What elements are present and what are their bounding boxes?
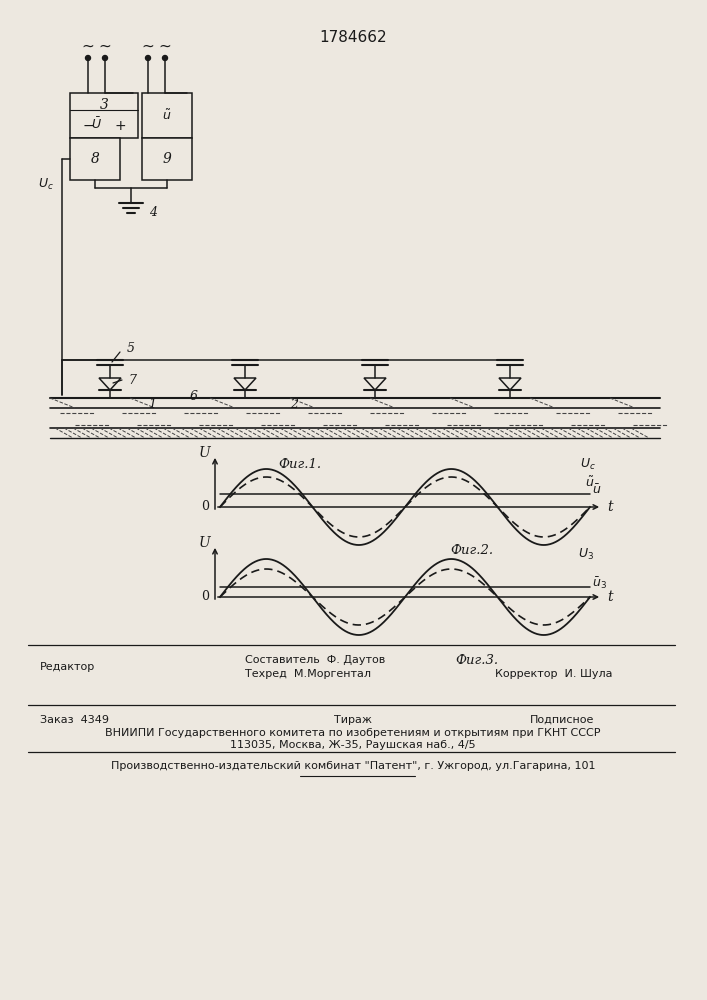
Text: 3: 3 <box>100 98 108 112</box>
Text: 8: 8 <box>90 152 100 166</box>
Text: 2: 2 <box>290 398 298 412</box>
Text: Корректор  И. Шула: Корректор И. Шула <box>495 669 612 679</box>
Text: $\bar{u}$: $\bar{u}$ <box>592 483 602 497</box>
Circle shape <box>103 55 107 60</box>
Bar <box>142 93 192 138</box>
Text: $\tilde{u}$: $\tilde{u}$ <box>585 476 595 490</box>
Circle shape <box>163 55 168 60</box>
Text: U: U <box>199 536 211 550</box>
Text: Заказ  4349: Заказ 4349 <box>40 715 109 725</box>
Text: −: − <box>82 119 94 133</box>
Text: $\bar{u}_3$: $\bar{u}_3$ <box>592 575 607 591</box>
Text: U: U <box>199 446 211 460</box>
Text: t: t <box>607 590 613 604</box>
Circle shape <box>86 55 90 60</box>
Text: 0: 0 <box>201 500 209 514</box>
Text: Фиг.2.: Фиг.2. <box>450 544 493 556</box>
Text: ~: ~ <box>98 38 112 53</box>
Text: Составитель  Ф. Даутов: Составитель Ф. Даутов <box>245 655 385 665</box>
Text: +: + <box>115 119 126 133</box>
Text: ~: ~ <box>81 38 94 53</box>
Bar <box>70 93 138 138</box>
Text: 0: 0 <box>201 590 209 603</box>
Text: Техред  М.Моргентал: Техред М.Моргентал <box>245 669 371 679</box>
Text: $U_3$: $U_3$ <box>578 546 594 562</box>
Text: ~: ~ <box>158 38 171 53</box>
Text: t: t <box>607 500 613 514</box>
Text: 4: 4 <box>149 207 157 220</box>
Text: Фиг.3.: Фиг.3. <box>455 654 498 666</box>
Text: Тираж: Тираж <box>334 715 372 725</box>
Text: Подписное: Подписное <box>530 715 595 725</box>
Text: 6: 6 <box>190 390 198 403</box>
Text: 9: 9 <box>163 152 171 166</box>
Text: ВНИИПИ Государственного комитета по изобретениям и открытиям при ГКНТ СССР: ВНИИПИ Государственного комитета по изоб… <box>105 728 601 738</box>
Bar <box>142 138 192 180</box>
Text: 7: 7 <box>128 373 136 386</box>
Text: $U_c$: $U_c$ <box>38 176 54 192</box>
Text: $\tilde{u}$: $\tilde{u}$ <box>163 108 172 123</box>
Text: $U_c$: $U_c$ <box>580 456 596 472</box>
Text: Редактор: Редактор <box>40 662 95 672</box>
Text: 113035, Москва, Ж-35, Раушская наб., 4/5: 113035, Москва, Ж-35, Раушская наб., 4/5 <box>230 740 476 750</box>
Text: 1: 1 <box>148 398 156 412</box>
Text: Фиг.1.: Фиг.1. <box>278 458 321 471</box>
Text: $\bar{U}$: $\bar{U}$ <box>90 116 101 132</box>
Text: Производственно-издательский комбинат "Патент", г. Ужгород, ул.Гагарина, 101: Производственно-издательский комбинат "П… <box>111 761 595 771</box>
Text: ~: ~ <box>141 38 154 53</box>
Text: 5: 5 <box>127 342 135 356</box>
Bar <box>70 138 120 180</box>
Text: 1784662: 1784662 <box>319 29 387 44</box>
Circle shape <box>146 55 151 60</box>
